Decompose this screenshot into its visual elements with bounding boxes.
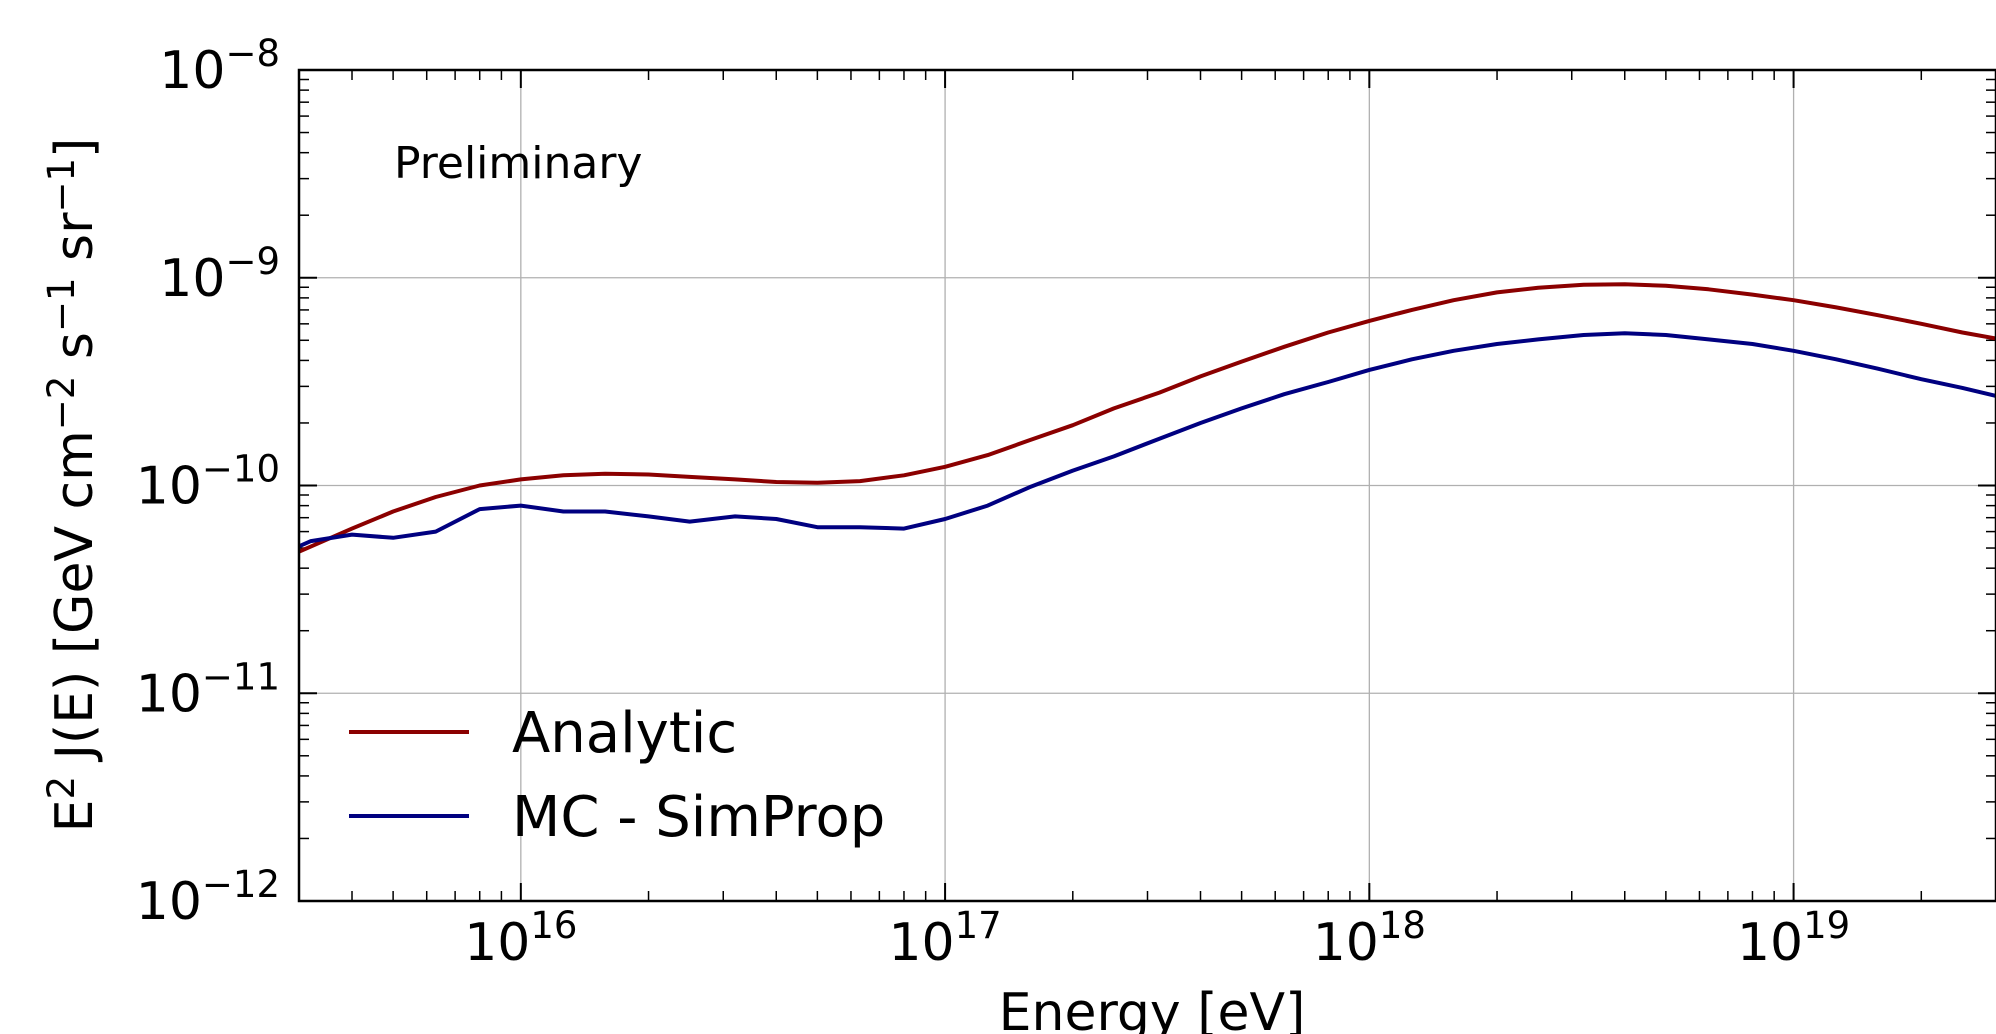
y-axis-title-sup-d: −1 bbox=[40, 158, 83, 213]
legend: Analytic MC - SimProp bbox=[349, 701, 885, 850]
y-axis-title-part-e: ] bbox=[45, 138, 105, 158]
y-axis-title-part-a: E bbox=[45, 800, 105, 833]
y-axis-title: E2 J(E) [GeV cm−2 s−1 sr−1] bbox=[40, 138, 105, 833]
grid-lines bbox=[299, 70, 1996, 901]
y-tick-label: 10−10 bbox=[136, 448, 280, 517]
x-tick-label: 1018 bbox=[1313, 904, 1426, 973]
x-axis-title: Energy [eV] bbox=[999, 983, 1306, 1034]
y-tick-label: 10−9 bbox=[159, 240, 280, 309]
y-tick-label: 10−8 bbox=[159, 32, 280, 101]
series-line-mc-simprop bbox=[298, 331, 1996, 549]
y-axis-title-part-d: sr bbox=[45, 212, 105, 278]
y-tick-label: 10−11 bbox=[136, 655, 280, 724]
y-tick-labels: 10−8 10−9 10−10 10−11 10−12 bbox=[136, 32, 280, 932]
legend-label-mc-simprop: MC - SimProp bbox=[512, 785, 885, 850]
preliminary-annotation: Preliminary bbox=[394, 138, 642, 189]
y-axis-title-part-b: J(E) [GeV cm bbox=[45, 430, 105, 776]
x-tick-label: 1016 bbox=[464, 904, 577, 973]
series-line-analytic bbox=[298, 282, 1996, 554]
legend-label-analytic: Analytic bbox=[512, 701, 737, 766]
x-tick-label: 1019 bbox=[1737, 904, 1850, 973]
y-axis-title-sup-c: −1 bbox=[40, 277, 83, 332]
y-axis-title-sup-a: 2 bbox=[40, 776, 83, 800]
y-tick-label: 10−12 bbox=[136, 863, 280, 932]
y-axis-title-sup-b: −2 bbox=[40, 376, 83, 431]
x-tick-labels: 1016 1017 1018 1019 bbox=[464, 904, 1850, 973]
plot-frame bbox=[297, 68, 1996, 903]
series-lines bbox=[298, 282, 1996, 554]
x-tick-label: 1017 bbox=[888, 904, 1001, 973]
y-axis-title-part-c: s bbox=[45, 332, 105, 376]
minor-ticks bbox=[299, 70, 1996, 901]
